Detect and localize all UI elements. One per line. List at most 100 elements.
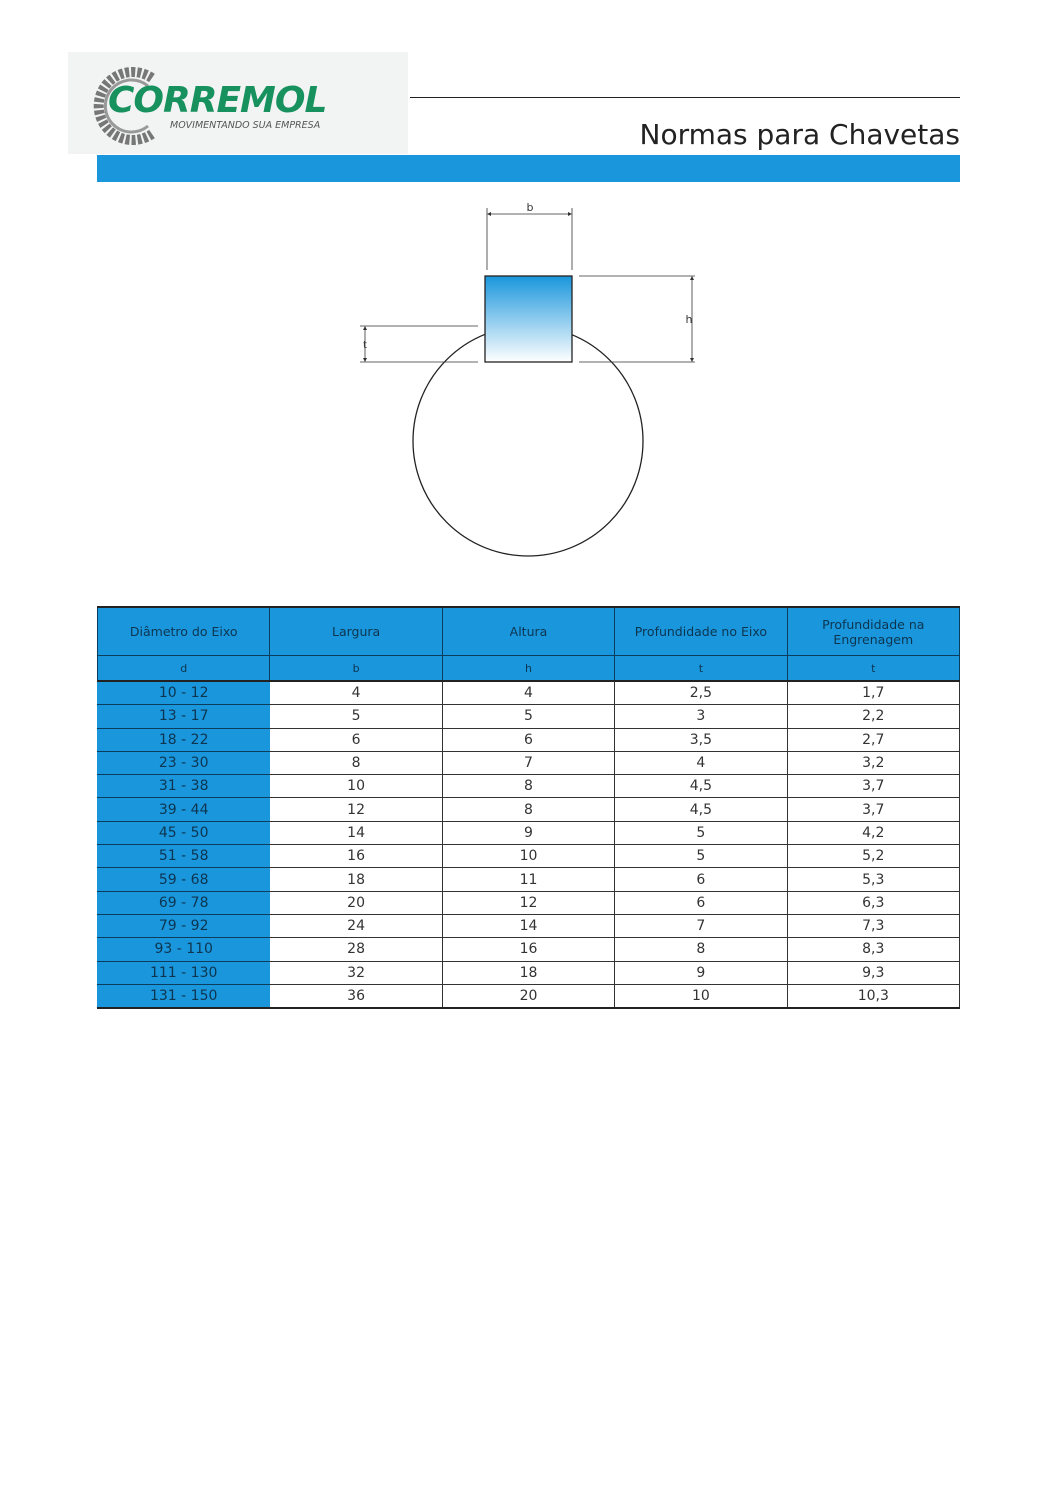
logo-name: CORREMOL	[108, 80, 327, 121]
key-rect	[484, 275, 573, 363]
column-symbol: h	[441, 655, 616, 682]
table-cell: 93 - 110	[96, 937, 271, 962]
table-cell: 39 - 44	[96, 797, 271, 822]
table-cell: 2,2	[786, 704, 961, 729]
column-symbol: b	[269, 655, 443, 682]
table-cell: 59 - 68	[96, 867, 271, 892]
table-cell: 18	[269, 867, 443, 892]
table-cell: 12	[441, 890, 616, 915]
column-header: Profundidade na Engrenagem	[786, 606, 961, 656]
table-cell: 12	[269, 797, 443, 822]
column-symbol: t	[614, 655, 788, 682]
table-cell: 9	[441, 820, 616, 846]
table-row: 111 - 130 32 18 9 9,3	[96, 960, 961, 985]
table-cell: 5,2	[786, 844, 961, 869]
table-cell: 8	[441, 774, 616, 799]
table-cell: 2,5	[614, 680, 788, 706]
table-cell: 5	[441, 704, 616, 729]
column-header: Diâmetro do Eixo	[96, 606, 271, 656]
table-cell: 111 - 130	[96, 960, 271, 985]
table-row: 10 - 12 4 4 2,5 1,7	[96, 680, 961, 706]
table-cell: 23 - 30	[96, 750, 271, 776]
table-cell: 6	[269, 727, 443, 752]
table-cell: 6	[441, 727, 616, 752]
table-cell: 8,3	[786, 937, 961, 962]
table-cell: 1,7	[786, 680, 961, 706]
table-cell: 11	[441, 867, 616, 892]
table-cell: 8	[441, 797, 616, 822]
key-diagram: b h t	[360, 201, 695, 557]
table-cell: 5,3	[786, 867, 961, 892]
table-cell: 3,7	[786, 774, 961, 799]
table-cell: 131 - 150	[96, 983, 271, 1010]
table-cell: 4	[269, 680, 443, 706]
table-cell: 14	[269, 820, 443, 846]
table-cell: 2,7	[786, 727, 961, 752]
table-row: 39 - 44 12 8 4,5 3,7	[96, 797, 961, 822]
label-t: t	[363, 340, 367, 351]
table-row: 59 - 68 18 11 6 5,3	[96, 867, 961, 892]
table-cell: 45 - 50	[96, 820, 271, 846]
logo-tagline: MOVIMENTANDO SUA EMPRESA	[170, 120, 321, 131]
table-cell: 6	[614, 867, 788, 892]
table-row: 69 - 78 20 12 6 6,3	[96, 890, 961, 915]
table-cell: 3,2	[786, 750, 961, 776]
key-standards-table: Diâmetro do Eixo Largura Altura Profundidad…	[96, 606, 961, 1010]
table-cell: 79 - 92	[96, 913, 271, 939]
table-row: 18 - 22 6 6 3,5 2,7	[96, 727, 961, 752]
table-cell: 10,3	[786, 983, 961, 1010]
table-cell: 20	[441, 983, 616, 1010]
table-cell: 36	[269, 983, 443, 1010]
column-symbol: t	[786, 655, 961, 682]
table-cell: 8	[269, 750, 443, 776]
column-header: Profundidade no Eixo	[614, 606, 788, 656]
table-cell: 3,7	[786, 797, 961, 822]
table-cell: 16	[441, 937, 616, 962]
page-title: Normas para Chavetas	[639, 118, 961, 151]
table-cell: 10	[269, 774, 443, 799]
table-cell: 31 - 38	[96, 774, 271, 799]
table-cell: 3,5	[614, 727, 788, 752]
gear-icon	[93, 67, 155, 145]
table-cell: 3	[614, 704, 788, 729]
table-cell: 4,5	[614, 774, 788, 799]
table-cell: 6,3	[786, 890, 961, 915]
label-h: h	[686, 313, 693, 326]
table-cell: 16	[269, 844, 443, 869]
header-band	[97, 155, 960, 182]
table-cell: 5	[269, 704, 443, 729]
table-cell: 24	[269, 913, 443, 939]
table-cell: 28	[269, 937, 443, 962]
table-row: 45 - 50 14 9 5 4,2	[96, 820, 961, 846]
table-cell: 9	[614, 960, 788, 985]
table-row: 51 - 58 16 10 5 5,2	[96, 844, 961, 869]
table-row: 13 - 17 5 5 3 2,2	[96, 704, 961, 729]
table-cell: 10	[614, 983, 788, 1010]
table-cell: 4,2	[786, 820, 961, 846]
table-row: 131 - 150 36 20 10 10,3	[96, 983, 961, 1010]
logo: CORREMOL MOVIMENTANDO SUA EMPRESA	[68, 52, 408, 154]
table-cell: 69 - 78	[96, 890, 271, 915]
table-cell: 5	[614, 844, 788, 869]
table-cell: 7	[614, 913, 788, 939]
header-rule	[410, 97, 960, 98]
table-cell: 7	[441, 750, 616, 776]
table-cell: 51 - 58	[96, 844, 271, 869]
table-row: 31 - 38 10 8 4,5 3,7	[96, 774, 961, 799]
table-cell: 18 - 22	[96, 727, 271, 752]
table-cell: 20	[269, 890, 443, 915]
label-b: b	[527, 201, 534, 214]
table-cell: 10	[441, 844, 616, 869]
table-cell: 32	[269, 960, 443, 985]
table-cell: 4	[614, 750, 788, 776]
table-cell: 10 - 12	[96, 680, 271, 706]
table-cell: 13 - 17	[96, 704, 271, 729]
column-symbol: d	[96, 655, 271, 682]
table-cell: 8	[614, 937, 788, 962]
table-row: 93 - 110 28 16 8 8,3	[96, 937, 961, 962]
column-header: Altura	[441, 606, 616, 656]
table-cell: 4	[441, 680, 616, 706]
table-cell: 14	[441, 913, 616, 939]
table-cell: 6	[614, 890, 788, 915]
